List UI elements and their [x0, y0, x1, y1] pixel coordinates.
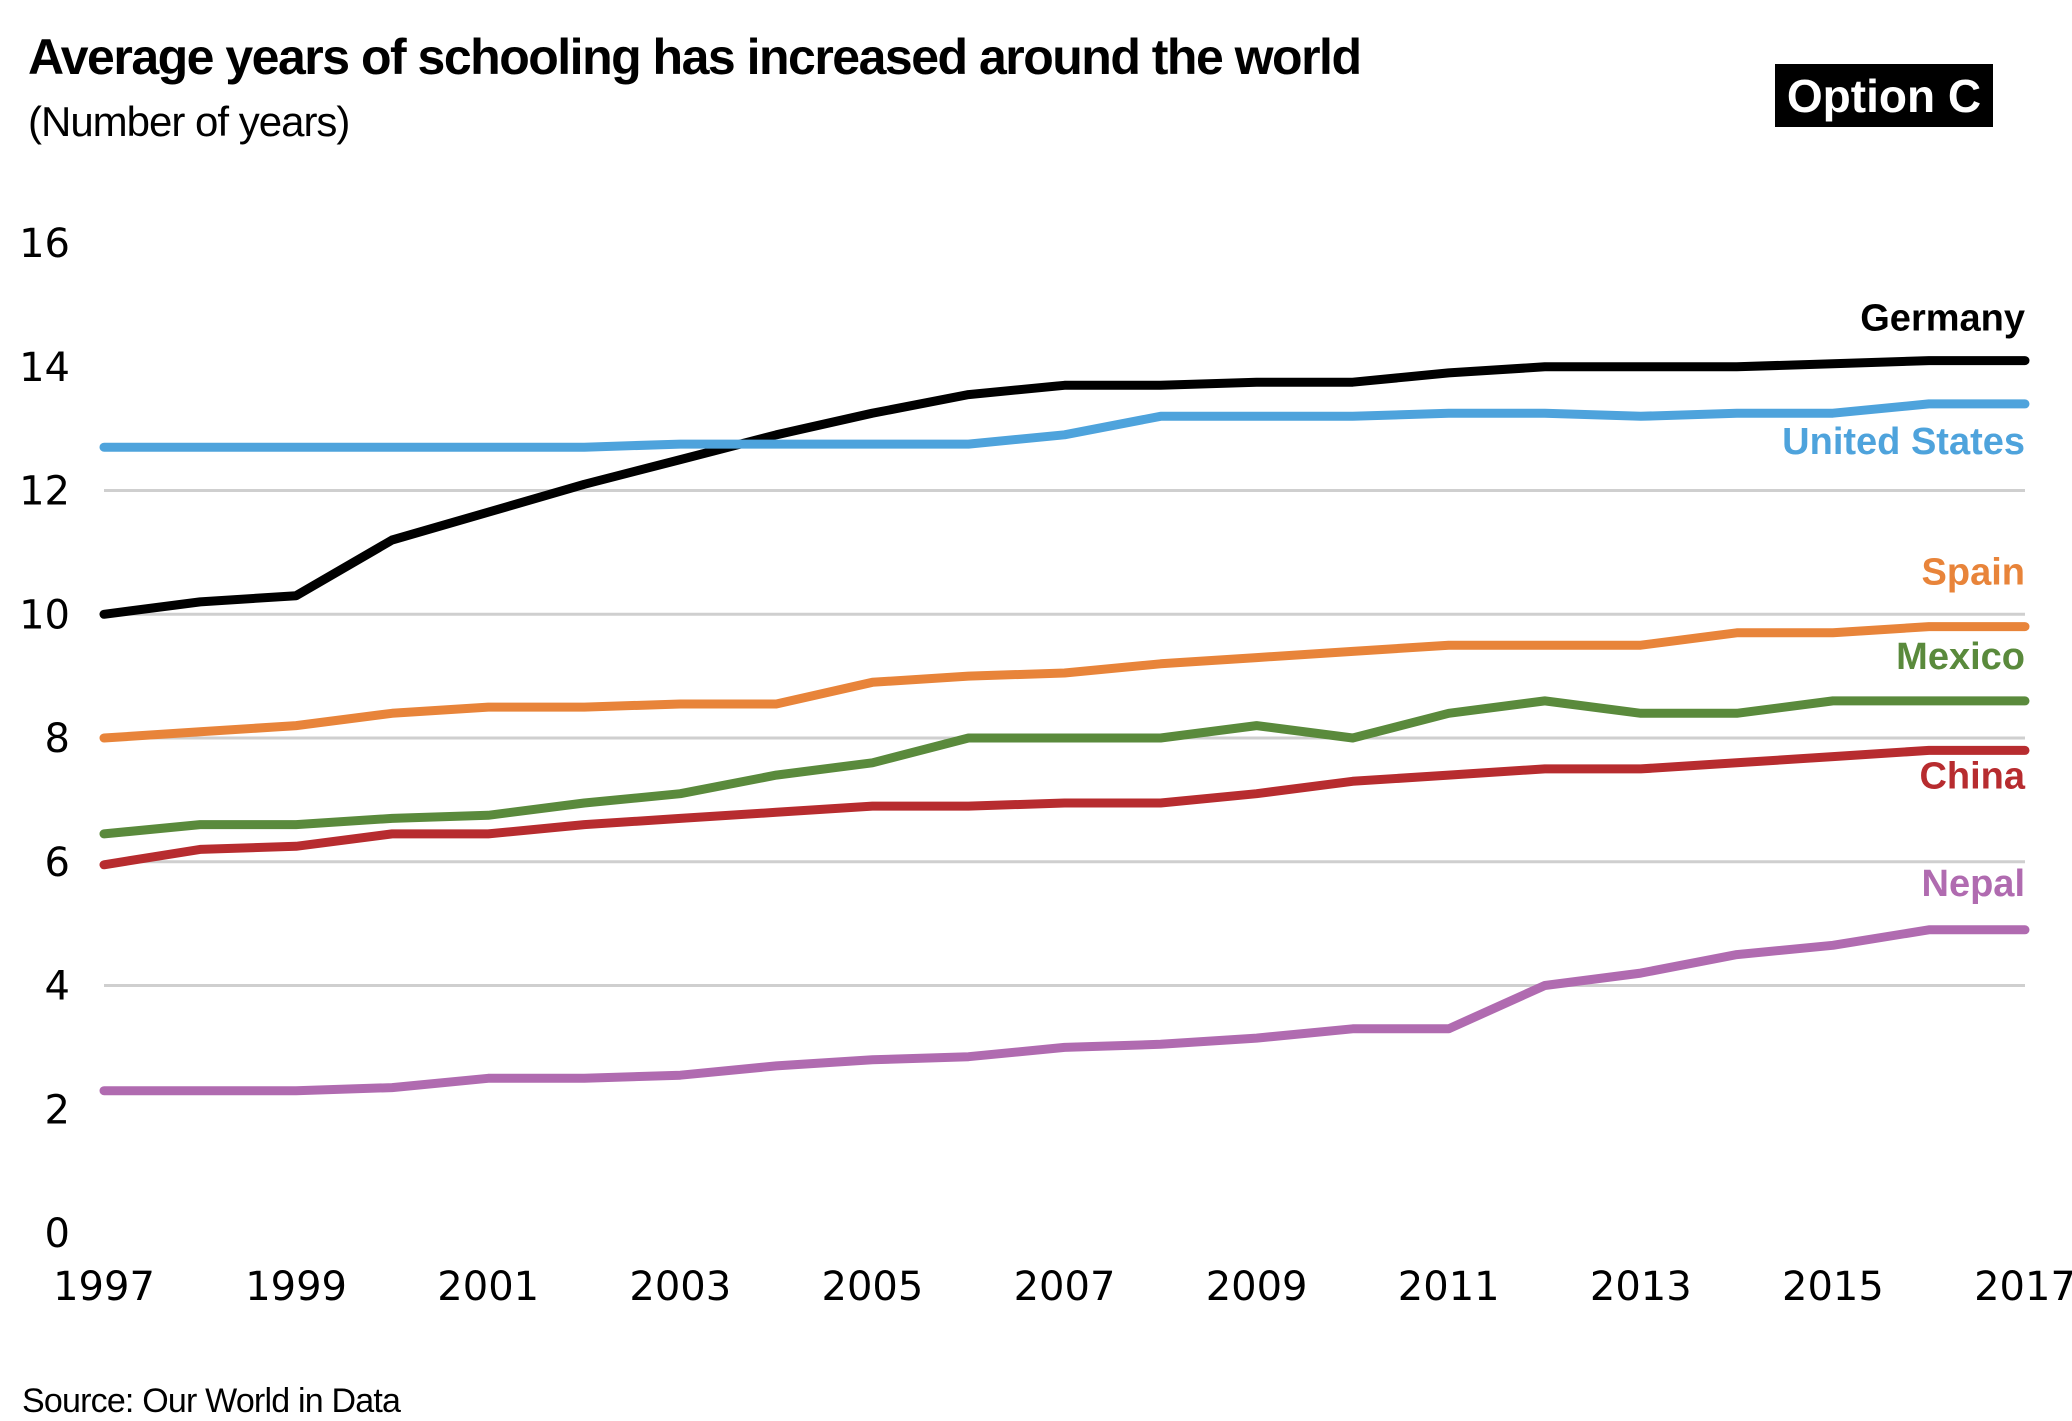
- x-axis-ticks: 1997 1999 2001 2003 2005 2007 2009 2011 2013 2015…: [53, 1264, 2072, 1310]
- series-label-united-states: United States: [1782, 421, 2025, 463]
- y-tick-label: 8: [45, 716, 70, 762]
- source-note: Source: Our World in Data: [22, 1382, 401, 1420]
- series-line-germany: [99, 356, 2030, 619]
- x-tick-label: 2009: [1206, 1264, 1308, 1310]
- series-labels: Germany United States Spain Mexico China Nepa…: [1782, 298, 2026, 905]
- series-line-nepal: [99, 925, 2030, 1096]
- x-tick-label: 2007: [1014, 1264, 1116, 1310]
- y-tick-label: 16: [19, 221, 70, 267]
- option-badge: Option C: [1775, 64, 1993, 127]
- chart-subtitle: (Number of years): [28, 98, 350, 145]
- x-tick-label: 2015: [1782, 1264, 1884, 1310]
- x-tick-label: 2013: [1590, 1264, 1692, 1310]
- series-line-china: [99, 745, 2030, 870]
- x-tick-label: 1997: [53, 1264, 155, 1310]
- gridlines: [104, 489, 2025, 987]
- x-tick-label: 2003: [629, 1264, 731, 1310]
- y-tick-label: 4: [45, 964, 70, 1010]
- y-tick-label: 2: [45, 1087, 70, 1133]
- y-tick-label: 6: [45, 840, 70, 886]
- series-line-united-states: [99, 399, 2030, 452]
- y-tick-label: 14: [19, 345, 70, 391]
- x-tick-label: 2001: [437, 1264, 539, 1310]
- y-tick-label: 0: [45, 1211, 70, 1257]
- x-tick-label: 2017: [1974, 1264, 2072, 1310]
- series-label-mexico: Mexico: [1896, 636, 2025, 678]
- x-tick-label: 1999: [245, 1264, 347, 1310]
- series-label-nepal: Nepal: [1922, 863, 2025, 905]
- chart-title: Average years of schooling has increased…: [28, 29, 1362, 85]
- x-tick-label: 2011: [1398, 1264, 1500, 1310]
- series-label-china: China: [1919, 755, 2025, 797]
- y-tick-label: 10: [19, 592, 70, 638]
- series-label-spain: Spain: [1922, 552, 2025, 594]
- series-label-germany: Germany: [1860, 298, 2025, 340]
- y-axis-ticks: 0 2 4 6 8 10 12 14 16: [19, 221, 70, 1257]
- series-line-mexico: [99, 696, 2030, 839]
- series-line-spain: [99, 622, 2030, 743]
- y-tick-label: 12: [19, 469, 70, 515]
- x-tick-label: 2005: [822, 1264, 924, 1310]
- series-lines: [99, 356, 2030, 1096]
